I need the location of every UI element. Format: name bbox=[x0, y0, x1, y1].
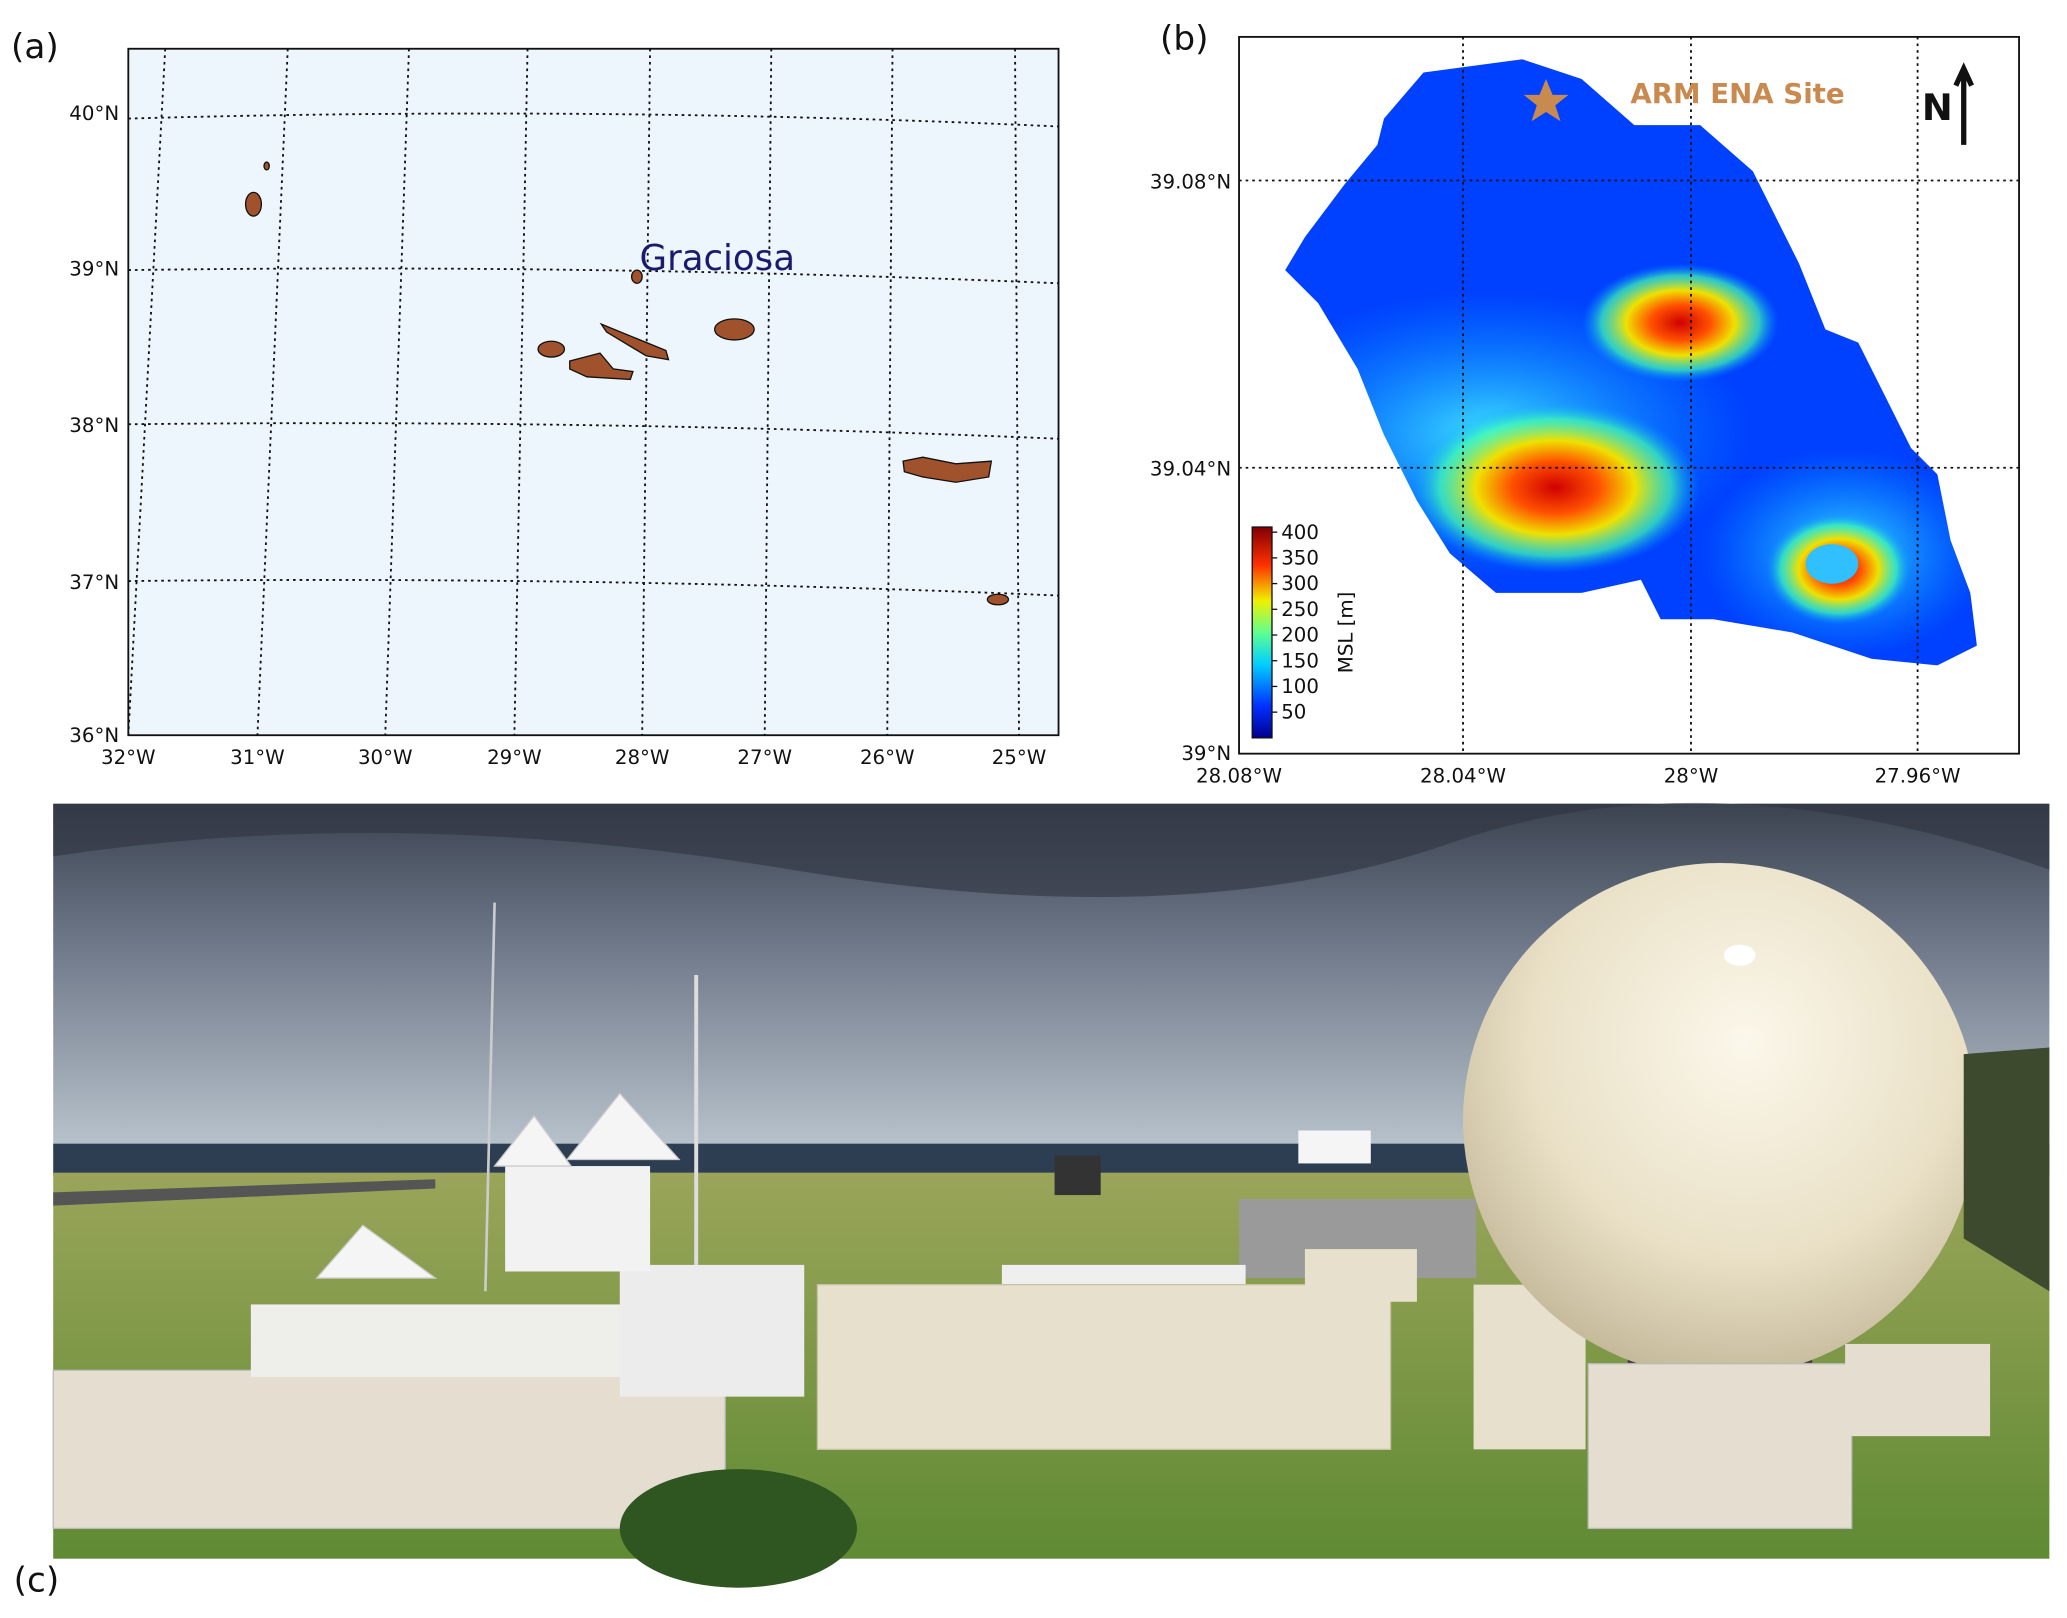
map-frame bbox=[127, 47, 1060, 737]
north-arrow bbox=[1953, 62, 1975, 145]
site-photo bbox=[52, 802, 2050, 1588]
graticule bbox=[127, 48, 1059, 736]
graticule bbox=[1239, 36, 2020, 754]
colorbar-tick-label: 350 bbox=[1281, 546, 1319, 569]
panel-a: (a) Graciosa 40°N 39°N 38°N 37°N bbox=[11, 27, 1060, 769]
colorbar-tick-label: 100 bbox=[1281, 675, 1319, 698]
lon-tick: 31°W bbox=[230, 746, 285, 769]
lon-tick: 29°W bbox=[487, 746, 542, 769]
panel-label: (b) bbox=[1160, 19, 1208, 59]
lon-tick: 25°W bbox=[992, 746, 1047, 769]
lon-tick: 27°W bbox=[737, 746, 792, 769]
site-label: ARM ENA Site bbox=[1630, 77, 1844, 110]
lon-tick: 27.96°W bbox=[1875, 765, 1961, 788]
north-label: N bbox=[1922, 86, 1953, 129]
colorbar-tick-label: 250 bbox=[1281, 598, 1319, 621]
map-frame bbox=[1238, 35, 2020, 755]
lat-tick: 40°N bbox=[69, 102, 119, 125]
place-label: Graciosa bbox=[640, 238, 795, 279]
ocean bbox=[128, 48, 1059, 736]
lat-ticks: 39.08°N 39.04°N 39°N bbox=[1150, 170, 1231, 765]
elevation-map bbox=[1285, 59, 1977, 666]
lat-tick: 39.04°N bbox=[1150, 458, 1231, 481]
colorbar-tick-label: 200 bbox=[1281, 624, 1319, 647]
panel-label: (c) bbox=[14, 1561, 60, 1601]
colorbar-tick-label: 50 bbox=[1281, 701, 1306, 724]
islands bbox=[244, 161, 1010, 606]
lon-tick: 28°W bbox=[615, 746, 670, 769]
lat-tick: 38°N bbox=[69, 414, 119, 437]
panel-label: (a) bbox=[11, 27, 59, 67]
lat-ticks: 40°N 39°N 38°N 37°N 36°N bbox=[69, 102, 119, 747]
lat-tick: 36°N bbox=[69, 724, 119, 747]
colorbar-tick-label: 150 bbox=[1281, 649, 1319, 672]
colorbar-label: MSL [m] bbox=[1334, 592, 1357, 674]
lon-ticks: 28.08°W 28.04°W 28°W 27.96°W bbox=[1196, 765, 1961, 788]
lon-tick: 28.04°W bbox=[1420, 765, 1506, 788]
lat-tick: 39°N bbox=[69, 257, 119, 280]
lon-tick: 32°W bbox=[101, 746, 156, 769]
lat-tick: 39°N bbox=[1181, 742, 1231, 765]
lon-tick: 28.08°W bbox=[1196, 765, 1282, 788]
lat-tick: 39.08°N bbox=[1150, 170, 1231, 193]
lon-tick: 28°W bbox=[1664, 765, 1719, 788]
colorbar-tick-label: 400 bbox=[1281, 521, 1319, 544]
colorbar-tick-label: 300 bbox=[1281, 572, 1319, 595]
site-star bbox=[1523, 79, 1569, 122]
lon-tick: 26°W bbox=[860, 746, 915, 769]
lon-ticks: 32°W 31°W 30°W 29°W 28°W 27°W 26°W 25°W bbox=[101, 746, 1046, 769]
lat-tick: 37°N bbox=[69, 571, 119, 594]
lon-tick: 30°W bbox=[358, 746, 413, 769]
colorbar-bar bbox=[1251, 526, 1273, 739]
